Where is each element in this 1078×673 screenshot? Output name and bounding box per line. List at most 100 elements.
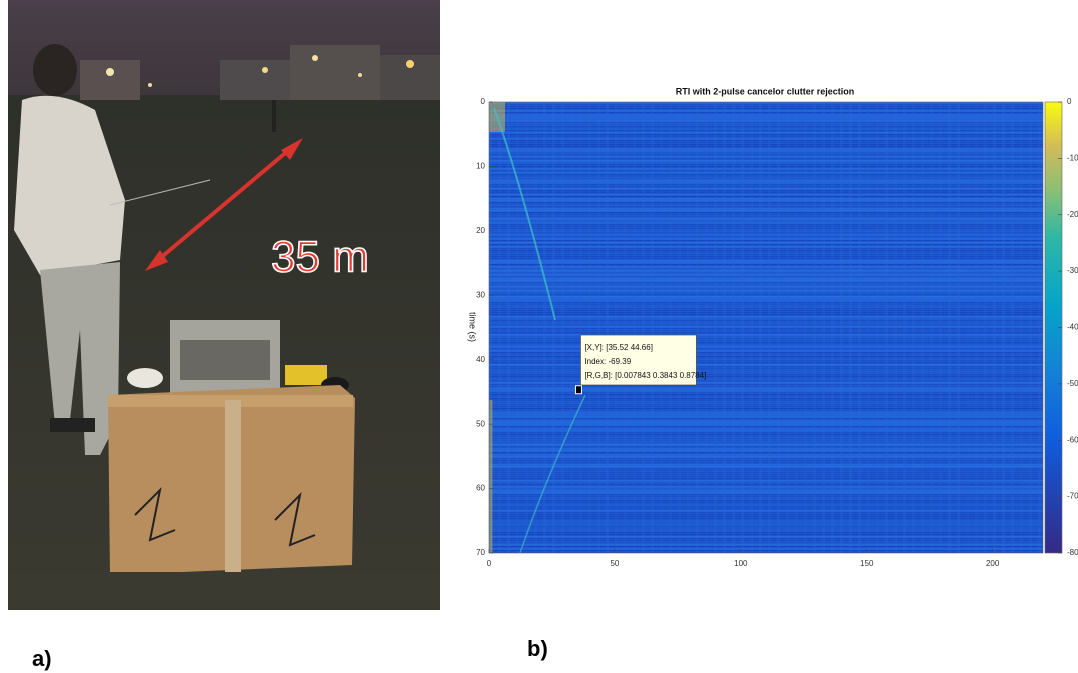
texture <box>489 546 1043 548</box>
texture <box>669 102 672 553</box>
texture <box>705 102 708 553</box>
datatip-box <box>580 334 697 386</box>
texture <box>489 442 1043 444</box>
texture <box>489 498 1043 500</box>
texture <box>489 466 1043 468</box>
texture <box>489 540 1043 542</box>
texture <box>489 276 1043 278</box>
texture <box>489 458 1043 460</box>
texture <box>489 532 1043 534</box>
texture <box>543 102 546 553</box>
x-tick-label: 150 <box>860 559 874 568</box>
texture <box>921 102 924 553</box>
texture <box>759 102 762 553</box>
texture <box>633 102 636 553</box>
texture <box>489 214 1043 216</box>
texture <box>489 438 1043 440</box>
texture <box>489 544 1043 546</box>
texture <box>489 278 1043 280</box>
texture <box>489 386 1043 388</box>
texture <box>489 284 1043 286</box>
texture <box>489 286 1043 288</box>
texture <box>1020 102 1023 553</box>
texture <box>489 486 1043 488</box>
texture <box>489 146 1043 148</box>
texture <box>489 294 1043 296</box>
texture <box>489 480 1043 482</box>
texture <box>489 316 1043 318</box>
texture <box>489 462 1043 464</box>
texture <box>588 102 591 553</box>
texture <box>489 352 1043 354</box>
texture <box>489 176 1043 178</box>
texture <box>489 138 1043 140</box>
texture <box>489 372 1043 374</box>
colorbar-tick-label: -30 <box>1067 266 1078 275</box>
texture <box>1011 102 1014 553</box>
texture <box>489 402 1043 404</box>
heatmap <box>489 102 1043 553</box>
texture <box>489 534 1043 536</box>
texture <box>489 418 1043 420</box>
texture <box>489 194 1043 196</box>
texture <box>822 102 825 553</box>
texture <box>507 102 510 553</box>
distance-annotation: 35 m <box>271 233 369 282</box>
texture <box>489 376 1043 378</box>
colorbar-tick-label: -20 <box>1067 210 1078 219</box>
texture <box>489 400 1043 402</box>
texture <box>651 102 654 553</box>
texture <box>489 494 1043 496</box>
target-trace <box>493 107 556 321</box>
texture <box>489 398 1043 400</box>
texture <box>579 102 582 553</box>
texture <box>606 102 609 553</box>
texture <box>1038 102 1041 553</box>
texture <box>489 496 1043 498</box>
texture <box>489 450 1043 452</box>
texture <box>489 128 1043 130</box>
texture <box>489 328 1043 330</box>
texture <box>489 366 1043 368</box>
texture <box>489 270 1043 272</box>
texture <box>489 238 1043 240</box>
texture <box>489 378 1043 380</box>
texture <box>489 384 1043 386</box>
texture <box>489 474 1043 476</box>
colorbar-tick-label: -60 <box>1067 435 1078 444</box>
texture <box>867 102 870 553</box>
texture <box>489 440 1043 442</box>
texture <box>489 550 1043 552</box>
texture <box>489 506 1043 508</box>
texture <box>489 524 1043 526</box>
texture <box>489 454 1043 456</box>
texture <box>489 190 1043 192</box>
texture <box>489 114 1043 116</box>
texture <box>489 110 1043 112</box>
texture <box>489 222 1043 224</box>
texture <box>489 394 1043 396</box>
texture <box>489 408 1043 410</box>
texture <box>489 342 1043 344</box>
colorbar-tick-label: -50 <box>1067 379 1078 388</box>
texture <box>615 102 618 553</box>
texture <box>489 130 1043 132</box>
texture <box>489 140 1043 142</box>
texture <box>939 102 942 553</box>
texture <box>912 102 915 553</box>
texture <box>489 314 1043 316</box>
texture <box>489 188 1043 190</box>
texture <box>570 102 573 553</box>
texture <box>489 258 1043 260</box>
texture <box>804 102 807 553</box>
texture <box>498 102 501 553</box>
texture <box>489 236 1043 238</box>
texture <box>525 102 528 553</box>
texture <box>489 542 1043 544</box>
texture <box>489 312 1043 314</box>
texture <box>489 354 1043 356</box>
target-trace <box>519 394 586 553</box>
texture <box>840 102 843 553</box>
x-tick-label: 200 <box>986 559 1000 568</box>
